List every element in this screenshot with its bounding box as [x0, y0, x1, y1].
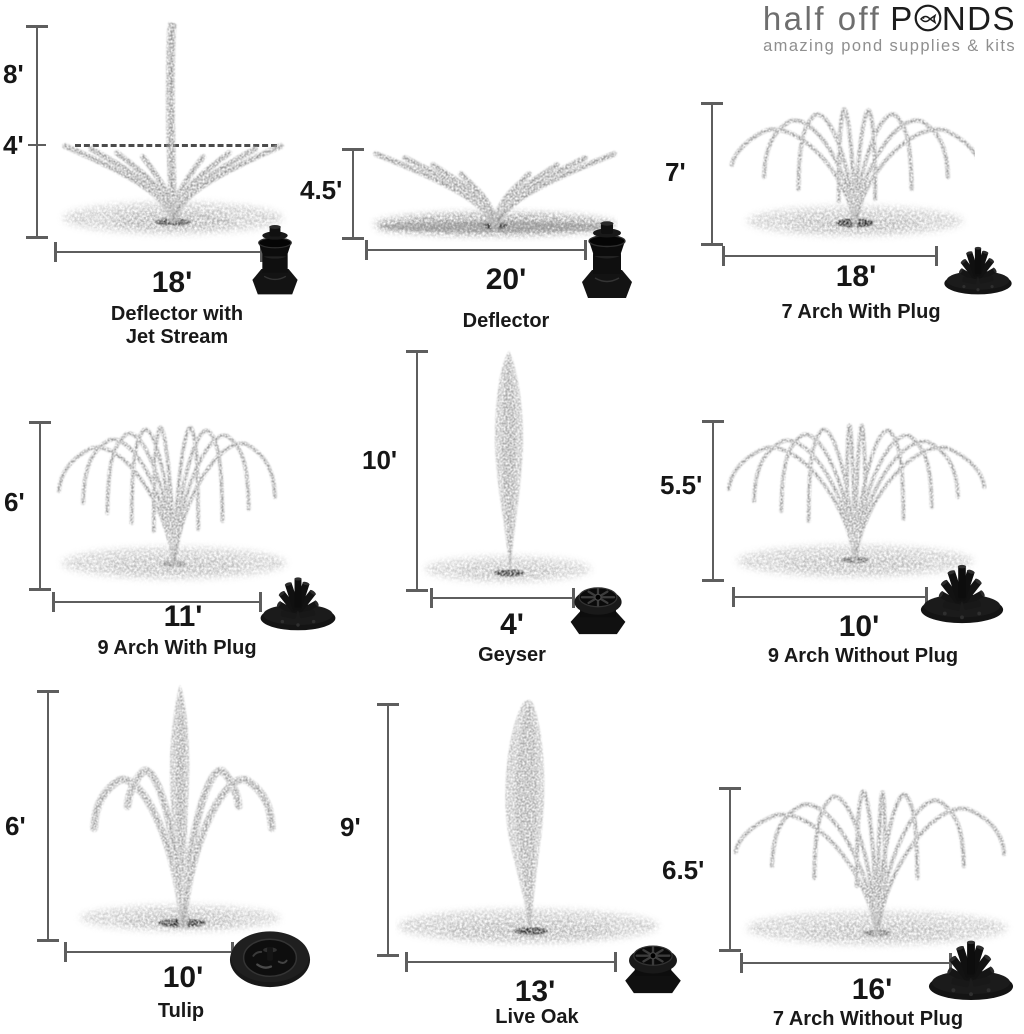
- spray-illustration: [62, 21, 284, 234]
- height-label: 8': [3, 59, 24, 89]
- spread-label: 4': [500, 608, 524, 641]
- spread-label: 10': [838, 610, 880, 643]
- logo-tagline: amazing pond supplies & kits: [763, 37, 1016, 55]
- logo-wordmark: half off P NDS: [763, 2, 1016, 35]
- logo-text-bold: P: [890, 0, 914, 37]
- vertical-ruler: [377, 703, 399, 957]
- height-label: 7': [665, 157, 686, 187]
- fountain-title: 9 Arch With Plug: [97, 637, 257, 659]
- logo-fish-icon: [914, 4, 942, 32]
- height-label: 9': [340, 812, 361, 842]
- vertical-ruler: [701, 102, 723, 246]
- height-label: 6': [5, 811, 26, 841]
- spread-label: 11': [163, 600, 203, 633]
- nozzle-icon: [260, 577, 336, 631]
- nozzle-icon: [928, 940, 1014, 1001]
- fountain-title: 7 Arch With Plug: [781, 301, 941, 323]
- spray-illustration: [56, 425, 286, 579]
- fountain-title: Tulip: [157, 1000, 205, 1022]
- horizontal-ruler: [430, 588, 575, 608]
- vertical-ruler: [702, 420, 724, 582]
- four-foot-reference-line: [75, 144, 277, 147]
- horizontal-ruler: [64, 942, 234, 962]
- spray-illustration: [398, 700, 658, 943]
- spray-illustration: [425, 351, 591, 582]
- vertical-ruler: [342, 148, 364, 240]
- height-label: 6.5': [662, 855, 705, 885]
- nozzle-icon: [252, 224, 298, 295]
- spread-label: 13': [514, 975, 556, 1008]
- horizontal-ruler: [365, 240, 587, 260]
- spray-illustration: [733, 789, 1007, 945]
- height-label: 4.5': [300, 175, 343, 205]
- height-label: 10': [362, 445, 398, 475]
- fountain-title: 9 Arch Without Plug: [767, 645, 959, 667]
- spray-illustration: [373, 151, 617, 236]
- fountain-title: Geyser: [478, 644, 546, 666]
- nozzle-icon: [920, 564, 1004, 624]
- fountain-title: Deflector with Jet Stream: [110, 303, 244, 348]
- vertical-ruler: [406, 350, 428, 592]
- horizontal-ruler: [732, 587, 928, 607]
- spread-label: 18': [151, 266, 193, 299]
- vertical-ruler: [29, 421, 51, 591]
- horizontal-ruler: [54, 242, 263, 262]
- horizontal-ruler: [740, 953, 952, 973]
- spray-illustration: [80, 685, 280, 931]
- horizontal-ruler: [722, 246, 938, 266]
- height-label-secondary: 4': [3, 130, 24, 160]
- fountain-title: Deflector: [462, 310, 550, 332]
- logo-text-bold: NDS: [941, 0, 1016, 37]
- height-label: 5.5': [660, 470, 703, 500]
- vertical-ruler: [26, 25, 48, 239]
- spread-label: 18': [835, 260, 877, 293]
- horizontal-ruler: [52, 592, 262, 612]
- nozzle-icon: [582, 221, 632, 298]
- nozzle-icon: [229, 931, 311, 988]
- logo: half off P NDS amazing pond supplies & kit…: [763, 2, 1016, 55]
- nozzle-icon: [625, 945, 681, 994]
- height-label: 6': [4, 487, 25, 517]
- vertical-ruler: [37, 690, 59, 942]
- spray-illustration: [729, 107, 975, 236]
- horizontal-ruler: [405, 952, 617, 972]
- spread-label: 20': [485, 263, 527, 296]
- nozzle-icon: [944, 246, 1012, 295]
- fountain-title: Live Oak: [495, 1006, 579, 1028]
- spread-label: 16': [851, 973, 893, 1006]
- fountain-title: 7 Arch Without Plug: [772, 1008, 964, 1030]
- spread-label: 10': [162, 961, 204, 994]
- logo-text-light: half off: [762, 0, 882, 37]
- vertical-ruler: [719, 787, 741, 952]
- spray-illustration: [726, 423, 987, 577]
- nozzle-icon: [570, 587, 626, 635]
